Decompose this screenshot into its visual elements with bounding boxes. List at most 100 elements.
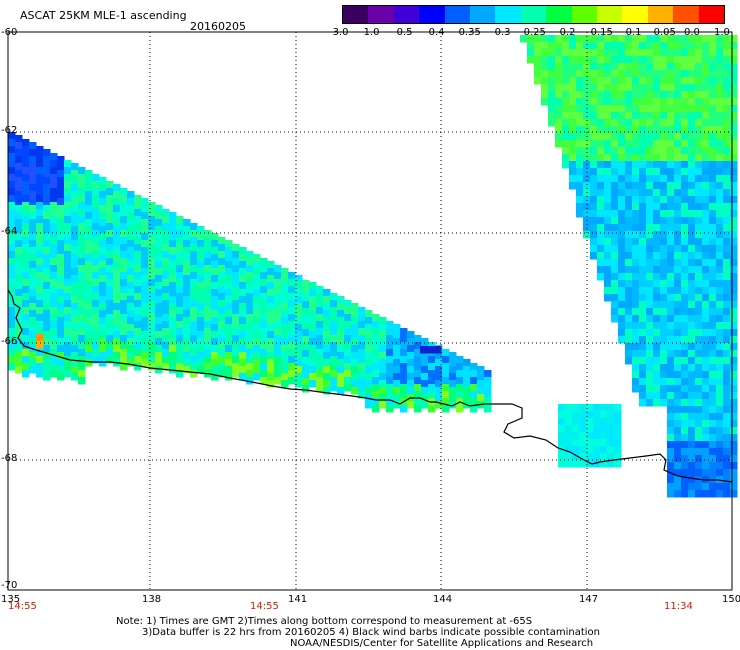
swath-cell bbox=[653, 308, 661, 316]
swath-cell bbox=[8, 286, 16, 294]
swath-cell bbox=[71, 331, 79, 339]
swath-cell bbox=[688, 476, 696, 484]
swath-cell bbox=[618, 161, 626, 169]
swath-cell bbox=[337, 310, 345, 318]
swath-cell bbox=[15, 359, 23, 367]
swath-cell bbox=[358, 356, 366, 364]
swath-cell bbox=[723, 469, 731, 477]
swath-cell bbox=[674, 98, 682, 106]
swath-cell bbox=[386, 405, 394, 413]
swath-cell bbox=[548, 119, 556, 127]
swath-cell bbox=[583, 168, 591, 176]
swath-cell bbox=[92, 286, 100, 294]
swath-cell bbox=[106, 188, 114, 196]
swath-cell bbox=[302, 350, 310, 358]
swath-cell bbox=[639, 259, 647, 267]
swath-cell bbox=[611, 224, 619, 232]
swath-cell bbox=[723, 217, 731, 225]
swath-cell bbox=[646, 133, 654, 141]
swath-cell bbox=[127, 233, 135, 241]
swath-cell bbox=[64, 272, 72, 280]
swath-cell bbox=[688, 161, 696, 169]
swath-cell bbox=[36, 258, 44, 266]
swath-cell bbox=[667, 322, 675, 330]
swath-cell bbox=[674, 210, 682, 218]
swath-cell bbox=[653, 84, 661, 92]
swath-cell bbox=[723, 371, 731, 379]
swath-cell bbox=[709, 147, 717, 155]
swath-cell bbox=[709, 224, 717, 232]
swath-cell bbox=[639, 154, 647, 162]
swath-cell bbox=[576, 91, 584, 99]
swath-cell bbox=[618, 119, 626, 127]
swath-cell bbox=[253, 296, 261, 304]
swath-cell bbox=[632, 175, 640, 183]
swath-cell bbox=[681, 266, 689, 274]
swath-cell bbox=[253, 261, 261, 269]
swath-cell bbox=[169, 338, 177, 346]
colorbar-segment bbox=[419, 6, 445, 23]
swath-cell bbox=[15, 226, 23, 234]
swath-cell bbox=[204, 328, 212, 336]
swath-cell bbox=[702, 238, 710, 246]
swath-cell bbox=[8, 363, 16, 371]
swath-cell bbox=[723, 392, 731, 400]
swath-cell bbox=[134, 237, 142, 245]
swath-cell bbox=[688, 350, 696, 358]
swath-cell bbox=[211, 282, 219, 290]
swath-cell bbox=[197, 352, 205, 360]
swath-cell bbox=[653, 133, 661, 141]
swath-cell bbox=[614, 432, 622, 440]
swath-cell bbox=[646, 322, 654, 330]
swath-cell bbox=[120, 230, 128, 238]
swath-cell bbox=[302, 357, 310, 365]
swath-cell bbox=[43, 310, 51, 318]
swath-cell bbox=[225, 296, 233, 304]
swath-cell bbox=[176, 216, 184, 224]
swath-cell bbox=[57, 275, 65, 283]
lat-label: -70 bbox=[1, 580, 18, 591]
swath-cell bbox=[572, 446, 580, 454]
swath-cell bbox=[646, 112, 654, 120]
swath-cell bbox=[190, 272, 198, 280]
swath-cell bbox=[597, 168, 605, 176]
swath-cell bbox=[660, 105, 668, 113]
swath-cell bbox=[709, 280, 717, 288]
swath-cell bbox=[660, 210, 668, 218]
swath-cell bbox=[253, 317, 261, 325]
swath-cell bbox=[702, 126, 710, 134]
swath-cell bbox=[674, 434, 682, 442]
swath-cell bbox=[99, 240, 107, 248]
swath-cell bbox=[625, 84, 633, 92]
swath-cell bbox=[569, 77, 577, 85]
swath-cell bbox=[190, 293, 198, 301]
swath-cell bbox=[674, 441, 682, 449]
swath-cell bbox=[78, 293, 86, 301]
swath-cell bbox=[50, 202, 58, 210]
swath-cell bbox=[43, 233, 51, 241]
swath-cell bbox=[730, 280, 738, 288]
swath-cell bbox=[660, 280, 668, 288]
swath-cell bbox=[702, 406, 710, 414]
swath-cell bbox=[597, 189, 605, 197]
swath-cell bbox=[569, 56, 577, 64]
swath-cell bbox=[597, 63, 605, 71]
swath-cell bbox=[632, 77, 640, 85]
swath-cell bbox=[586, 411, 594, 419]
swath-cell bbox=[127, 331, 135, 339]
swath-cell bbox=[120, 237, 128, 245]
swath-cell bbox=[358, 349, 366, 357]
swath-cell bbox=[527, 42, 535, 50]
swath-cell bbox=[92, 209, 100, 217]
swath-cell bbox=[709, 336, 717, 344]
swath-cell bbox=[379, 352, 387, 360]
swath-cell bbox=[155, 261, 163, 269]
swath-cell bbox=[239, 317, 247, 325]
swath-cell bbox=[400, 377, 408, 385]
swath-cell bbox=[43, 268, 51, 276]
swath-cell bbox=[646, 364, 654, 372]
swath-cell bbox=[597, 231, 605, 239]
swath-cell bbox=[162, 342, 170, 350]
swath-cell bbox=[78, 314, 86, 322]
